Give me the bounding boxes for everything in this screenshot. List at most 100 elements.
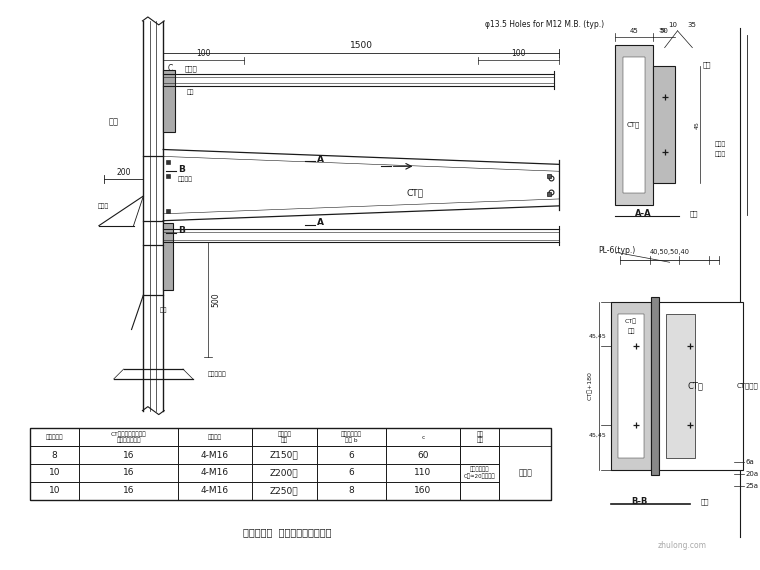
Bar xyxy=(386,482,460,500)
Text: 墙梁扯泥
厚度: 墙梁扯泥 厚度 xyxy=(277,431,291,443)
Text: B-B: B-B xyxy=(631,497,648,506)
Text: 雨披
数量: 雨披 数量 xyxy=(477,431,483,443)
Text: 45,45: 45,45 xyxy=(588,433,606,438)
Text: B: B xyxy=(178,165,185,174)
Text: 拼接: 拼接 xyxy=(627,329,635,334)
Text: 焊缝: 焊缝 xyxy=(187,89,195,95)
Text: 刀撑基础线: 刀撑基础线 xyxy=(208,371,227,377)
Bar xyxy=(252,446,316,464)
Bar xyxy=(460,429,499,446)
Bar xyxy=(651,297,659,475)
Text: 45: 45 xyxy=(695,121,700,129)
Text: 100: 100 xyxy=(511,49,525,58)
Bar xyxy=(79,482,178,500)
Text: 45,45: 45,45 xyxy=(588,334,606,339)
Bar xyxy=(316,429,386,446)
Bar xyxy=(460,446,499,500)
Text: 4-M16: 4-M16 xyxy=(201,486,230,495)
Bar xyxy=(499,446,551,500)
Bar xyxy=(30,464,79,482)
Bar xyxy=(386,429,460,446)
Bar xyxy=(79,464,178,482)
Text: 60: 60 xyxy=(417,451,429,459)
Bar xyxy=(30,446,79,464)
Text: B: B xyxy=(178,226,185,235)
Text: 雨披详图一  （与钢柱腹板相连）: 雨披详图一 （与钢柱腹板相连） xyxy=(242,527,331,538)
Bar xyxy=(460,482,499,500)
Bar xyxy=(252,482,316,500)
Text: 40,50,50,40: 40,50,50,40 xyxy=(650,249,689,255)
Text: CT梁: CT梁 xyxy=(407,189,424,198)
Text: 6: 6 xyxy=(348,451,354,459)
Bar xyxy=(618,314,644,458)
Bar xyxy=(653,67,675,183)
Text: 16: 16 xyxy=(123,469,135,478)
Text: 当无内层板，
C按≈20，展开图: 当无内层板， C按≈20，展开图 xyxy=(464,467,496,479)
Text: 45: 45 xyxy=(629,28,638,34)
Bar xyxy=(30,429,79,446)
Text: zhulong.com: zhulong.com xyxy=(658,540,707,549)
Text: 8: 8 xyxy=(52,451,57,459)
Text: Z200型: Z200型 xyxy=(270,469,299,478)
Text: 钢柱: 钢柱 xyxy=(109,117,119,127)
Bar xyxy=(316,464,386,482)
Bar xyxy=(178,446,252,464)
Text: φ13.5 Holes for M12 M.B. (typ.): φ13.5 Holes for M12 M.B. (typ.) xyxy=(485,21,603,30)
Text: PL-6(typ.): PL-6(typ.) xyxy=(598,246,635,255)
Bar xyxy=(252,429,316,446)
Text: 16: 16 xyxy=(123,486,135,495)
Bar xyxy=(615,44,653,205)
Bar xyxy=(79,446,178,464)
Text: 4-M16: 4-M16 xyxy=(201,469,230,478)
Bar xyxy=(178,464,252,482)
Text: 6a: 6a xyxy=(746,459,755,465)
Text: 50: 50 xyxy=(659,28,668,34)
Text: CT梁+180: CT梁+180 xyxy=(587,372,592,400)
Text: 110: 110 xyxy=(414,469,432,478)
Text: 6: 6 xyxy=(348,469,354,478)
Text: 10: 10 xyxy=(668,22,677,28)
Bar xyxy=(79,429,178,446)
Bar xyxy=(386,446,460,464)
Text: 螺栓拉条: 螺栓拉条 xyxy=(177,176,192,182)
Text: 100: 100 xyxy=(197,49,211,58)
Text: 4-M16: 4-M16 xyxy=(201,451,230,459)
Text: 25a: 25a xyxy=(746,483,758,489)
Bar xyxy=(386,464,460,482)
Text: CT梁: CT梁 xyxy=(626,121,640,128)
Text: CT梁腹板厚度及连接
螺栓数目、直径: CT梁腹板厚度及连接 螺栓数目、直径 xyxy=(111,431,147,443)
Text: 墙梁扯泥开孔
间距 b: 墙梁扯泥开孔 间距 b xyxy=(340,431,362,443)
Text: 墙梁规格: 墙梁规格 xyxy=(208,434,222,440)
Bar xyxy=(163,70,175,132)
Bar xyxy=(460,446,499,464)
Bar xyxy=(178,429,252,446)
Bar xyxy=(666,314,695,458)
Text: 条闭合: 条闭合 xyxy=(714,152,726,157)
Bar xyxy=(659,302,743,470)
Bar xyxy=(316,482,386,500)
Text: 200: 200 xyxy=(116,168,131,177)
Text: 截面: 截面 xyxy=(690,210,698,217)
Text: 加劲板厚度: 加劲板厚度 xyxy=(46,434,63,440)
Text: A: A xyxy=(316,218,324,227)
Text: 160: 160 xyxy=(414,486,432,495)
Text: c: c xyxy=(421,435,424,440)
Text: Z250型: Z250型 xyxy=(270,486,299,495)
Text: 焊缝拉: 焊缝拉 xyxy=(714,142,726,148)
Text: Z150型: Z150型 xyxy=(270,451,299,459)
Bar xyxy=(316,446,386,464)
Text: 1500: 1500 xyxy=(350,41,372,50)
Text: 10: 10 xyxy=(49,486,60,495)
Bar xyxy=(611,302,651,470)
Text: 筛选表: 筛选表 xyxy=(518,469,532,478)
Bar xyxy=(178,482,252,500)
Text: 加劲板: 加劲板 xyxy=(98,203,109,209)
Text: 8: 8 xyxy=(348,486,354,495)
Text: 16: 16 xyxy=(123,451,135,459)
Text: 35: 35 xyxy=(659,28,667,33)
Bar xyxy=(163,223,173,290)
Text: 墙梁: 墙梁 xyxy=(160,307,167,312)
Text: 墙梁宽: 墙梁宽 xyxy=(185,65,198,72)
Text: 10: 10 xyxy=(49,469,60,478)
Bar xyxy=(623,56,645,193)
